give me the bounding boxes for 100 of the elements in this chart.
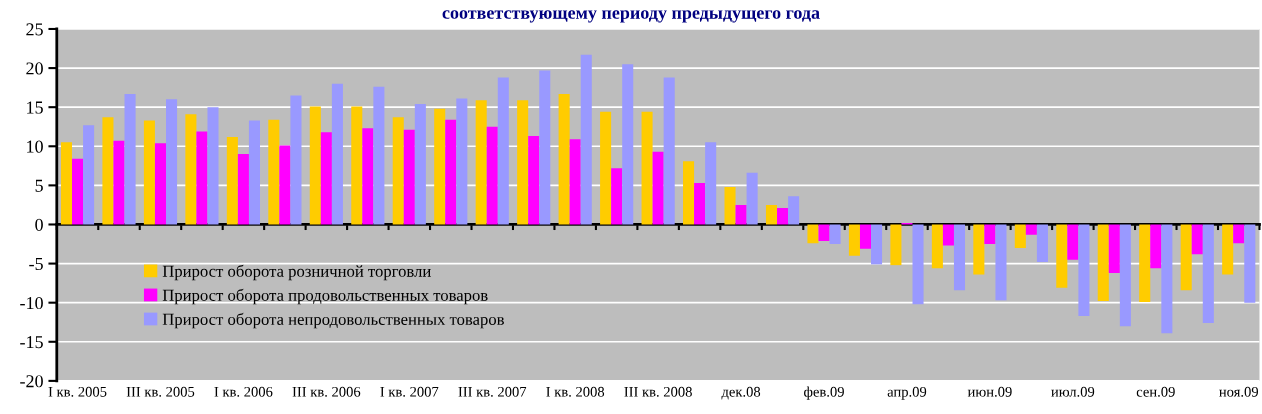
bar [777, 208, 789, 225]
bar [320, 132, 332, 225]
bar [807, 224, 819, 244]
bar [973, 224, 985, 275]
bar [683, 161, 695, 225]
bar [248, 120, 260, 225]
bar [600, 111, 612, 225]
x-tick-label: I кв. 2008 [546, 386, 605, 397]
y-tick-label: 25 [26, 23, 43, 36]
bar [641, 111, 653, 225]
bar [788, 196, 800, 225]
bar [124, 93, 136, 225]
bar [694, 183, 706, 225]
x-tick-label: I кв. 2007 [380, 386, 439, 397]
y-tick-label: 10 [27, 140, 43, 153]
bar [871, 224, 883, 265]
legend-label: Прирост оборота продовольственных товаров [162, 288, 488, 305]
bar [373, 86, 385, 225]
bar [143, 120, 155, 225]
bar [569, 139, 581, 225]
bar [403, 129, 415, 225]
bar [765, 204, 778, 225]
x-tick-label: сен.09 [1136, 386, 1175, 397]
bar [497, 77, 509, 225]
bar [154, 143, 166, 225]
bar [456, 98, 468, 225]
bar [953, 224, 966, 291]
bar [580, 54, 592, 225]
bar [185, 114, 197, 225]
bar [1139, 224, 1151, 302]
y-tick-label: 20 [26, 62, 43, 75]
y-tick-label: 5 [35, 179, 43, 192]
bar [60, 142, 72, 225]
x-tick-label: III кв. 2005 [126, 386, 195, 397]
bar [1108, 224, 1120, 273]
bar [475, 100, 487, 225]
y-tick-label: 0 [35, 218, 43, 231]
bar [113, 140, 125, 225]
bar [848, 224, 860, 256]
bar [663, 77, 675, 225]
bar [1119, 224, 1131, 327]
bar [414, 104, 426, 225]
bar [517, 100, 529, 225]
bar [818, 224, 830, 241]
bar [166, 99, 178, 225]
bar [1025, 224, 1037, 235]
bar [528, 136, 540, 225]
bar [309, 106, 321, 225]
bar [351, 106, 363, 225]
bar [942, 224, 954, 246]
bar [1191, 224, 1203, 255]
bar [226, 136, 238, 225]
bar [622, 64, 634, 225]
bar [207, 107, 219, 225]
bar [984, 224, 996, 245]
bar [237, 154, 249, 225]
legend-label: Прирост оборота розничной торговли [162, 264, 431, 281]
x-tick-label: III кв. 2007 [458, 386, 527, 397]
bar [652, 151, 664, 225]
bar [829, 224, 841, 245]
bar [912, 224, 924, 305]
bar [362, 128, 374, 225]
bar [735, 204, 747, 225]
bar [1244, 224, 1256, 303]
bar [434, 108, 446, 225]
bar [102, 117, 114, 225]
bar [1097, 224, 1109, 302]
legend-label: Прирост оборота непродовольственных товаров [162, 312, 504, 329]
bar [83, 125, 95, 225]
x-tick-label: III кв. 2008 [624, 386, 692, 397]
x-tick-label: I кв. 2005 [48, 386, 107, 397]
y-tick-label: -15 [20, 336, 43, 349]
bar [72, 158, 84, 225]
bar [1222, 224, 1234, 275]
bar [539, 70, 551, 225]
bar [1067, 224, 1079, 260]
bar [1150, 224, 1162, 269]
x-tick-label: ноя.09 [1219, 386, 1259, 397]
bar [1014, 224, 1026, 248]
chart-title: соответствующему периоду предыдущего года [442, 10, 820, 23]
x-tick-label: фев.09 [804, 386, 844, 400]
bar [1233, 224, 1245, 244]
y-tick-label: 15 [27, 101, 43, 114]
bar [611, 168, 623, 225]
bar [290, 95, 302, 225]
bar [705, 142, 717, 225]
x-tick-label: июл.09 [1051, 386, 1095, 397]
x-tick-label: I кв. 2006 [214, 386, 273, 397]
bar [724, 186, 736, 225]
bar [995, 224, 1007, 301]
y-tick-label: -5 [29, 258, 43, 271]
bar [746, 172, 758, 225]
bar [890, 224, 902, 266]
bar [445, 119, 457, 225]
bar [268, 119, 280, 225]
bar [931, 224, 943, 269]
x-tick-label: III кв. 2006 [292, 386, 361, 397]
bar [279, 145, 291, 225]
bar [486, 126, 498, 225]
bar [558, 93, 570, 225]
